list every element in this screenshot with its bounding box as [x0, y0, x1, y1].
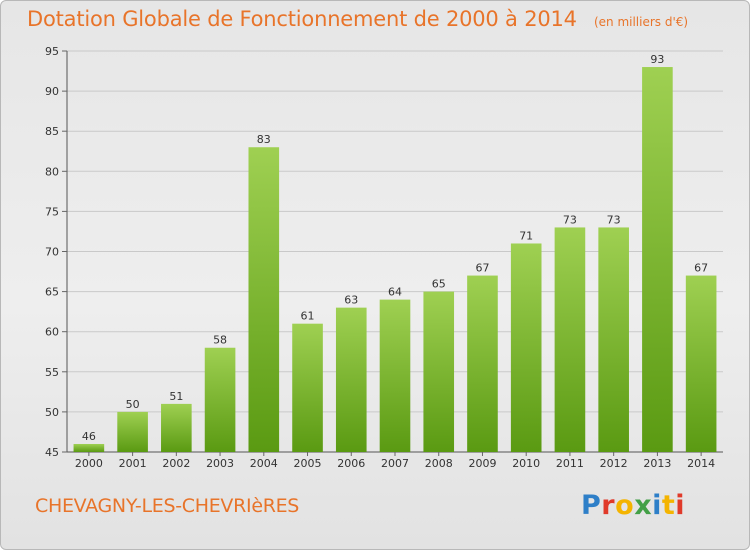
value-label-2003: 58 — [213, 334, 227, 347]
value-label-2002: 51 — [169, 390, 183, 403]
value-label-2011: 73 — [563, 213, 577, 226]
y-tick-label: 50 — [45, 406, 59, 419]
value-label-2007: 64 — [388, 286, 402, 299]
bar-2001 — [117, 411, 148, 452]
bar-2007 — [379, 299, 411, 452]
bar-2011 — [554, 227, 586, 452]
chart-subtitle: (en milliers d'€) — [593, 15, 689, 29]
bar-2000 — [73, 443, 105, 452]
x-tick-label-2000: 2000 — [75, 457, 103, 470]
bar-2013 — [642, 67, 673, 452]
value-label-2000: 46 — [82, 430, 96, 443]
logo-letter: x — [634, 490, 653, 521]
value-label-2013: 93 — [650, 53, 664, 66]
value-label-2009: 67 — [475, 262, 489, 275]
commune-name: CHEVAGNY-LES-CHEVRIèRES — [35, 495, 300, 517]
logo-letter: i — [675, 490, 686, 521]
x-tick-label-2006: 2006 — [337, 457, 365, 470]
bar-2010 — [510, 243, 542, 452]
chart-title: Dotation Globale de Fonctionnement de 20… — [27, 7, 577, 31]
y-tick-label: 60 — [45, 326, 59, 339]
bar-2006 — [335, 307, 367, 452]
value-label-2014: 67 — [694, 262, 708, 275]
bar-2009 — [467, 275, 498, 452]
x-tick-label-2004: 2004 — [250, 457, 278, 470]
x-tick-label-2008: 2008 — [425, 457, 453, 470]
y-tick-label: 55 — [45, 366, 59, 379]
y-tick-label: 85 — [45, 125, 59, 138]
logo-letter: P — [581, 490, 602, 521]
x-tick-label-2009: 2009 — [468, 457, 496, 470]
logo-letter: i — [652, 490, 662, 521]
bar-2012 — [598, 227, 629, 452]
proxiti-logo[interactable]: Proxiti — [581, 490, 685, 521]
x-tick-label-2010: 2010 — [512, 457, 540, 470]
x-tick-label-2003: 2003 — [206, 457, 234, 470]
bar-2008 — [423, 291, 455, 452]
y-tick-label: 75 — [45, 205, 59, 218]
bar-2005 — [292, 323, 323, 452]
x-tick-label-2001: 2001 — [119, 457, 147, 470]
bars — [73, 67, 717, 453]
x-tick-labels: 2000 2001 2002 2003 2004 2005 2006 2007 2008 2009… — [75, 452, 715, 470]
bar-2003 — [204, 347, 236, 452]
y-tick-labels: 45 50 55 60 65 70 75 80 85 90 95 — [45, 45, 67, 459]
x-tick-label-2011: 2011 — [556, 457, 584, 470]
x-tick-label-2013: 2013 — [643, 457, 671, 470]
value-label-2004: 83 — [257, 133, 271, 146]
bar-2002 — [161, 403, 192, 452]
value-label-2008: 65 — [432, 278, 446, 291]
x-tick-label-2012: 2012 — [600, 457, 628, 470]
bar-2004 — [248, 147, 280, 453]
value-label-2001: 50 — [126, 398, 140, 411]
x-tick-label-2014: 2014 — [687, 457, 715, 470]
y-tick-label: 45 — [45, 446, 59, 459]
logo-letter: o — [615, 490, 635, 521]
y-tick-label: 80 — [45, 165, 59, 178]
y-tick-label: 70 — [45, 246, 59, 259]
bar-2014 — [685, 275, 717, 452]
value-label-2005: 61 — [301, 310, 315, 323]
chart-title-block: Dotation Globale de Fonctionnement de 20… — [27, 7, 688, 31]
x-tick-label-2005: 2005 — [294, 457, 322, 470]
logo-letter: r — [601, 490, 616, 521]
y-tick-label: 95 — [45, 45, 59, 58]
value-label-2006: 63 — [344, 294, 358, 307]
x-tick-label-2002: 2002 — [162, 457, 190, 470]
value-labels: 46 50 51 58 83 61 63 64 65 67 71 73 73 93 67 — [82, 53, 708, 443]
x-tick-label-2007: 2007 — [381, 457, 409, 470]
y-tick-label: 90 — [45, 85, 59, 98]
logo-letter: t — [661, 490, 676, 521]
value-label-2012: 73 — [607, 213, 621, 226]
value-label-2010: 71 — [519, 229, 533, 242]
y-tick-label: 65 — [45, 286, 59, 299]
